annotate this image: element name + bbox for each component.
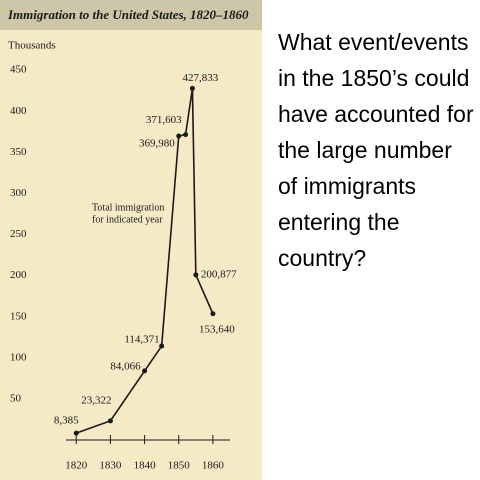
annotation: for indicated year [92,214,163,225]
data-label: 23,322 [81,394,111,406]
chart-title: Immigration to the United States, 1820–1… [7,7,249,22]
data-point [142,368,148,374]
x-tick-label: 1850 [168,460,191,472]
data-label: 114,371 [124,334,159,346]
chart-bg [0,0,262,480]
x-tick-label: 1840 [134,460,157,472]
y-tick-label: 300 [10,187,27,199]
data-point [176,133,182,139]
y-axis-label: Thousands [8,40,56,52]
data-label: 371,603 [146,114,182,126]
chart: Immigration to the United States, 1820–1… [0,0,262,480]
y-tick-label: 200 [10,269,27,281]
data-label: 427,833 [183,72,219,84]
data-point [189,85,195,91]
data-point [73,430,79,436]
data-label: 369,980 [139,138,175,150]
data-label: 200,877 [201,268,237,280]
y-tick-label: 400 [10,105,27,117]
data-point [159,343,165,349]
x-tick-label: 1860 [202,460,225,472]
data-label: 8,385 [54,415,79,427]
y-tick-label: 250 [10,228,27,240]
y-tick-label: 100 [10,351,27,363]
annotation: Total immigration [92,202,164,213]
data-label: 84,066 [110,360,141,372]
y-tick-label: 50 [10,392,22,404]
y-tick-label: 350 [10,146,27,158]
data-point [183,132,189,138]
y-tick-label: 150 [10,310,27,322]
data-label: 153,640 [199,323,235,335]
data-point [107,418,113,424]
data-point [193,272,199,278]
y-tick-label: 450 [10,64,27,76]
x-tick-label: 1830 [99,460,122,472]
title-bar [0,0,262,30]
x-tick-label: 1820 [65,460,88,472]
data-point [210,311,216,317]
question: What event/events in the 1850’s could ha… [278,29,474,271]
